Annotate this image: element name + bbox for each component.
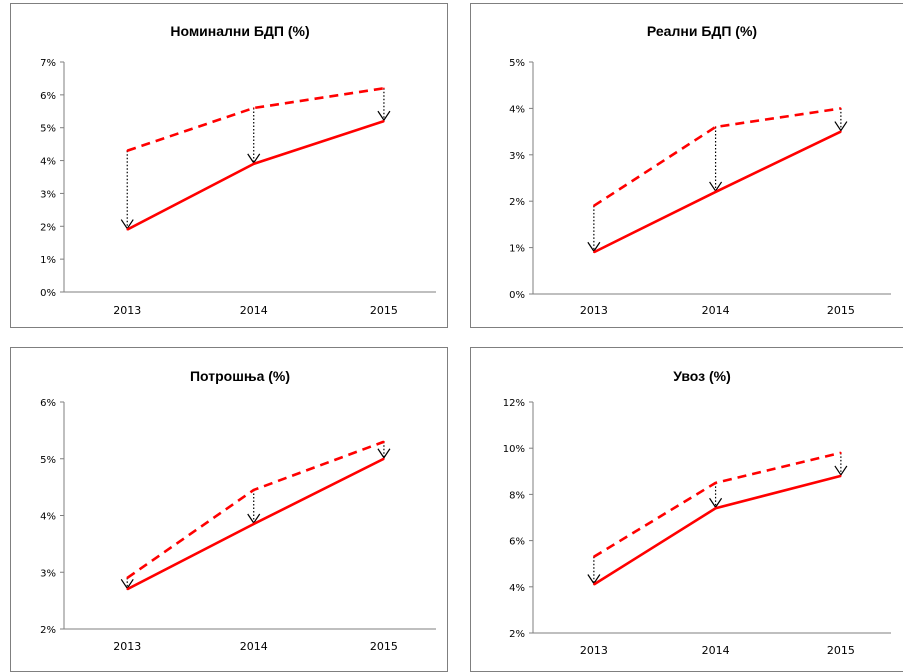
data-point-dashed (126, 149, 129, 152)
data-point-dashed (126, 577, 129, 579)
y-tick-label: 7% (40, 58, 56, 69)
x-tick-label: 2013 (580, 644, 608, 657)
y-tick-label: 0% (509, 290, 525, 301)
series-line-dashed (126, 87, 385, 152)
y-tick-label: 5% (40, 455, 56, 466)
x-tick-label: 2015 (827, 644, 855, 657)
data-point-dashed (840, 107, 842, 110)
data-point-solid (126, 588, 129, 591)
data-point-dashed (252, 107, 255, 109)
chart-title: Реални БДП (%) (647, 23, 757, 39)
data-point-dashed (840, 452, 842, 454)
revision-arrow-head (834, 465, 848, 477)
chart-panel-imports: Увоз (%) 2% 4% 6% 8% 10% 12% 2013 2014 2015 (470, 347, 903, 672)
x-tick-label: 2015 (370, 640, 398, 653)
x-tick-label: 2013 (113, 640, 141, 653)
data-point-solid (383, 120, 385, 122)
chart-panel-consumption: Потрошња (%) 2% 3% 4% 5% 6% 2013 2014 2015 (10, 347, 448, 672)
data-point-solid (593, 251, 595, 254)
data-point-solid (126, 228, 129, 231)
y-tick-label: 5% (509, 58, 525, 69)
y-tick-label: 10% (503, 444, 525, 455)
y-tick-label: 2% (40, 222, 56, 233)
data-point-solid (840, 130, 842, 133)
y-tick-label: 4% (40, 157, 56, 168)
revision-arrow-head (834, 121, 848, 132)
chart-panel-nominal-gdp: Номинални БДП (%) 0% 1% 2% 3% 4% 5% 6% 7% 2013 201… (10, 3, 448, 328)
chart-svg: Потрошња (%) 2% 3% 4% 5% 6% 2013 2014 2015 (40, 368, 436, 653)
data-point-dashed (714, 482, 717, 484)
y-tick-label: 2% (509, 629, 525, 640)
data-point-dashed (383, 440, 385, 443)
y-tick-label: 2% (509, 197, 525, 208)
series-line-dashed (593, 107, 842, 207)
series-line-solid (593, 130, 842, 254)
y-tick-label: 3% (509, 151, 525, 162)
y-tick-label: 8% (509, 490, 525, 501)
y-tick-label: 6% (509, 537, 525, 548)
data-point-solid (840, 475, 842, 477)
chart-svg: Реални БДП (%) 0% 1% 2% 3% 4% 5% 2013 2014 2015 (509, 23, 891, 317)
x-tick-label: 2014 (702, 644, 730, 657)
chart-title: Потрошња (%) (190, 368, 290, 384)
x-tick-label: 2014 (240, 640, 268, 653)
revision-arrow-head (377, 448, 391, 459)
data-point-solid (714, 191, 717, 193)
chart-svg: Увоз (%) 2% 4% 6% 8% 10% 12% 2013 2014 2015 (503, 368, 891, 657)
y-tick-label: 6% (40, 91, 56, 102)
x-tick-label: 2015 (827, 304, 855, 317)
series-line-solid (126, 119, 385, 231)
data-point-dashed (252, 489, 255, 491)
data-point-solid (252, 523, 255, 525)
x-tick-label: 2015 (370, 304, 398, 317)
y-tick-label: 0% (40, 288, 56, 299)
y-tick-label: 4% (509, 583, 525, 594)
y-tick-label: 12% (503, 398, 525, 409)
x-tick-label: 2014 (702, 304, 730, 317)
y-tick-label: 4% (40, 512, 56, 523)
y-tick-label: 3% (40, 568, 56, 579)
y-tick-label: 3% (40, 189, 56, 200)
data-point-solid (252, 163, 255, 165)
y-tick-label: 1% (40, 255, 56, 266)
y-tick-label: 2% (40, 625, 56, 636)
data-point-dashed (383, 87, 385, 90)
y-tick-label: 1% (509, 244, 525, 255)
x-tick-label: 2014 (240, 304, 268, 317)
y-tick-label: 5% (40, 124, 56, 135)
data-point-solid (593, 583, 595, 586)
y-tick-label: 6% (40, 398, 56, 409)
data-point-dashed (714, 126, 717, 128)
chart-title: Увоз (%) (673, 368, 731, 384)
x-tick-label: 2013 (580, 304, 608, 317)
series-line-dashed (126, 440, 385, 579)
data-point-dashed (593, 205, 595, 207)
revision-arrow-head (377, 110, 391, 122)
series-line-solid (593, 474, 842, 586)
chart-svg: Номинални БДП (%) 0% 1% 2% 3% 4% 5% 6% 7% 2013 201… (40, 23, 436, 317)
chart-panel-real-gdp: Реални БДП (%) 0% 1% 2% 3% 4% 5% 2013 2014 2015 (470, 3, 903, 328)
y-tick-label: 4% (509, 104, 525, 115)
data-point-dashed (593, 555, 595, 558)
x-tick-label: 2013 (113, 304, 141, 317)
series-line-solid (126, 457, 385, 591)
chart-title: Номинални БДП (%) (170, 23, 309, 39)
data-point-solid (714, 507, 717, 510)
data-point-solid (383, 457, 385, 460)
